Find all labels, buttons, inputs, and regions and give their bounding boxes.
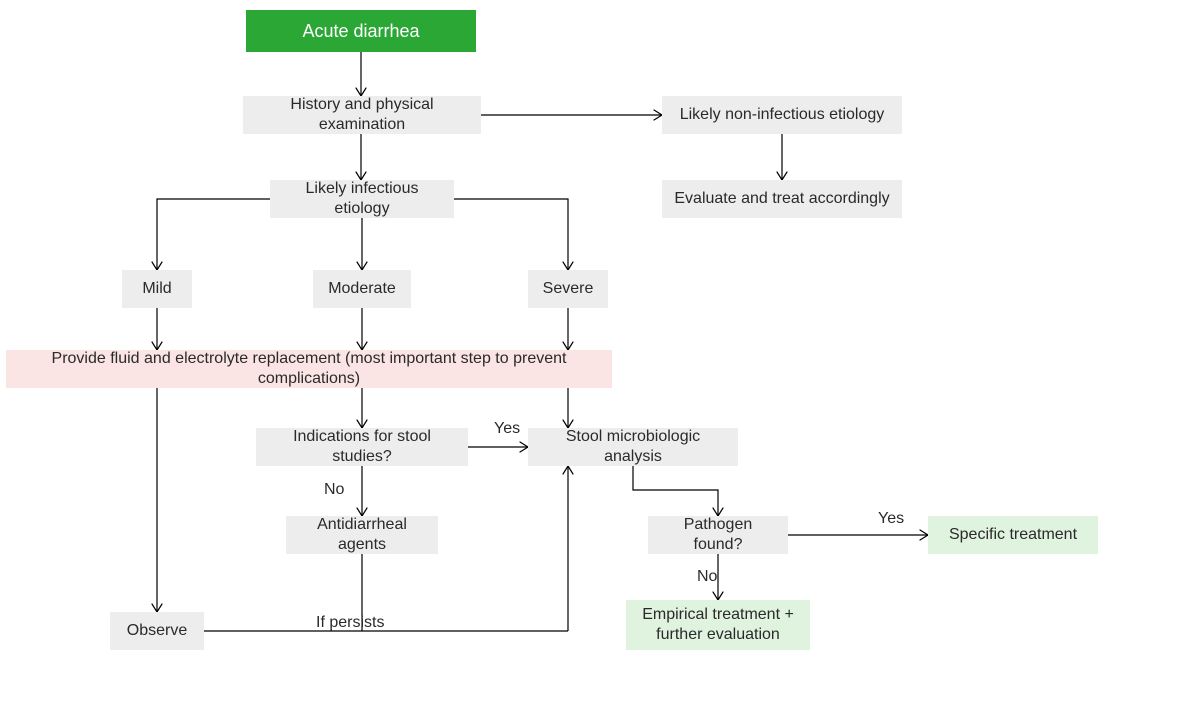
node-fluid-replacement: Provide fluid and electrolyte replacemen… — [6, 350, 612, 388]
node-stool-indications: Indications for stool studies? — [256, 428, 468, 466]
edge-infect-severe-arrow — [563, 262, 573, 270]
node-severe: Severe — [528, 270, 608, 308]
node-antidiarrheal: Antidiarrheal agents — [286, 516, 438, 554]
node-evaluate-treat: Evaluate and treat accordingly — [662, 180, 902, 218]
edge-label-if-persists: If persists — [316, 614, 384, 632]
edge-infect-moderate-arrow — [357, 262, 367, 270]
edge-noninf-evaltreat-arrow — [777, 172, 787, 180]
node-stool-microbio: Stool microbiologic analysis — [528, 428, 738, 466]
node-specific-treatment: Specific treatment — [928, 516, 1098, 554]
node-infectious: Likely infectious etiology — [270, 180, 454, 218]
edge-infect-mild — [157, 199, 270, 270]
node-acute-diarrhea: Acute diarrhea — [246, 10, 476, 52]
edge-infect-mild-arrow — [152, 262, 162, 270]
edge-persists-up-micro-arrow — [563, 466, 573, 474]
node-non-infectious: Likely non-infectious etiology — [662, 96, 902, 134]
node-observe: Observe — [110, 612, 204, 650]
edge-label-yes-stool: Yes — [494, 420, 520, 438]
edge-stoolind-yes-micro-arrow — [520, 442, 528, 452]
edge-pathogen-yes-spec-arrow — [920, 530, 928, 540]
node-mild: Mild — [122, 270, 192, 308]
edge-label-no-pathogen: No — [697, 568, 717, 586]
edge-label-yes-pathogen: Yes — [878, 510, 904, 528]
node-moderate: Moderate — [313, 270, 411, 308]
flowchart-canvas: Acute diarrhea History and physical exami… — [0, 0, 1200, 712]
edge-label-no-stool: No — [324, 481, 344, 499]
edge-infect-severe — [454, 199, 568, 270]
node-pathogen-found: Pathogen found? — [648, 516, 788, 554]
edge-pathogen-no-emp-arrow — [713, 592, 723, 600]
edge-fluid-observe-arrow — [152, 604, 162, 612]
node-history-physical: History and physical examination — [243, 96, 481, 134]
node-empirical-treatment: Empirical treatment +further evaluation — [626, 600, 810, 650]
edge-micro-pathogen — [633, 466, 718, 516]
edge-hpe-noninf-arrow — [654, 110, 662, 120]
